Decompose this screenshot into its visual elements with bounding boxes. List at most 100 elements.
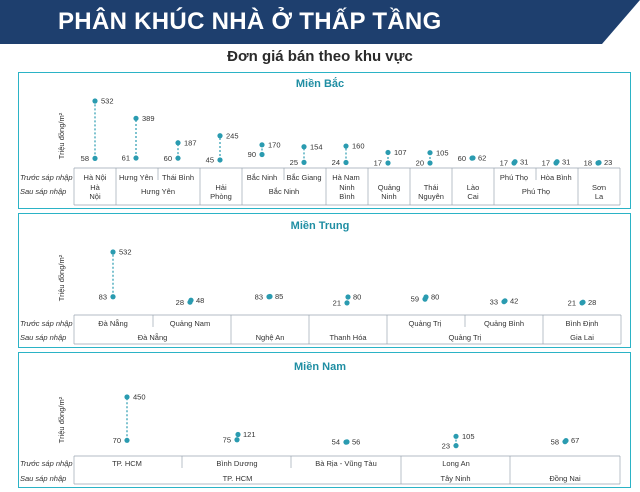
value-label-low: 28 [176, 298, 184, 307]
dot-low [133, 155, 139, 161]
region-title-mien-bac: Miền Bắc [295, 78, 345, 90]
dot-low [124, 437, 130, 443]
category-label-after: Quảng [378, 183, 401, 192]
y-axis-label: Triệu đồng/m² [57, 112, 66, 159]
value-label-low: 60 [458, 154, 466, 163]
value-label-high: 160 [352, 142, 365, 151]
dot-low [175, 155, 181, 161]
dot-high [345, 294, 351, 300]
row-label-after: Sau sáp nhập [20, 474, 66, 483]
row-label-after: Sau sáp nhập [20, 333, 66, 342]
value-label-high: 62 [478, 154, 486, 163]
value-label-low: 60 [164, 154, 172, 163]
dot-high [217, 133, 223, 139]
row-label-before: Trước sáp nhập [20, 459, 73, 468]
value-label-high: 80 [353, 293, 361, 302]
category-label-after: Hà [90, 183, 100, 192]
category-label-after: Bình [339, 192, 354, 201]
dot-high [385, 149, 391, 156]
value-label-low: 58 [551, 437, 559, 446]
dot-high [175, 140, 181, 146]
category-label-after: Hải [215, 183, 227, 192]
value-label-low: 33 [490, 297, 498, 306]
value-label-low: 25 [290, 158, 298, 167]
dot-high [427, 150, 433, 156]
category-label-before: Hà Nam [332, 173, 360, 182]
value-label-high: 56 [352, 437, 360, 446]
value-label-high: 105 [462, 432, 475, 441]
value-label-low: 58 [81, 154, 89, 163]
value-label-high: 85 [275, 292, 283, 301]
category-label-before: Hà Nội [84, 173, 107, 182]
value-label-low: 90 [248, 150, 256, 159]
category-label-after: Bắc Ninh [269, 187, 299, 196]
header-banner-corner [602, 0, 640, 44]
category-label-after: Đà Nẵng [138, 333, 168, 342]
category-label-before: Quảng Trị [409, 319, 442, 328]
panel-mien-nam [18, 352, 631, 488]
value-label-low: 23 [442, 441, 450, 450]
value-label-low: 75 [223, 435, 231, 444]
dot-low [217, 157, 223, 163]
value-label-low: 20 [416, 159, 424, 168]
category-label-after: Tây Ninh [440, 474, 470, 483]
dot-high [124, 394, 130, 400]
category-label-after: Cai [467, 192, 479, 201]
row-label-before: Trước sáp nhập [20, 173, 73, 182]
value-label-high: 105 [436, 148, 449, 157]
dot-high [235, 431, 241, 438]
dot-low [234, 437, 240, 443]
dot-low [110, 294, 116, 300]
chart-subtitle: Đơn giá bán theo khu vực [227, 48, 413, 65]
value-label-high: 532 [101, 97, 114, 106]
value-label-high: 170 [268, 140, 281, 149]
category-label-after: Gia Lai [570, 333, 594, 342]
value-label-low: 83 [255, 292, 263, 301]
dot-high [423, 294, 429, 300]
value-label-high: 48 [196, 296, 204, 305]
category-label-after: Thanh Hóa [329, 333, 367, 342]
value-label-low: 59 [411, 295, 419, 304]
category-label-before: Bà Rịa - Vũng Tàu [315, 459, 377, 468]
value-label-high: 450 [133, 393, 146, 402]
value-label-low: 54 [332, 438, 340, 447]
dot-high [596, 160, 602, 166]
row-label-before: Trước sáp nhập [20, 319, 73, 328]
category-label-before: Bình Định [566, 319, 599, 328]
category-label-after: Phú Thọ [522, 187, 550, 196]
value-label-high: 532 [119, 248, 132, 257]
dot-high [301, 144, 307, 150]
dot-low [343, 159, 349, 166]
panel-mien-bac [18, 72, 631, 209]
value-label-high: 67 [571, 436, 579, 445]
value-label-high: 107 [394, 148, 407, 157]
dot-high [259, 142, 265, 148]
value-label-low: 21 [333, 299, 341, 308]
dot-high [470, 155, 476, 161]
category-label-before: Quảng Nam [170, 319, 210, 328]
category-label-after: Hưng Yên [141, 187, 175, 196]
header-banner [0, 0, 640, 44]
dot-high [267, 293, 273, 300]
dot-high [502, 298, 508, 304]
dot-high [110, 249, 116, 255]
category-label-after: La [595, 192, 604, 201]
category-label-before: TP. HCM [112, 459, 142, 468]
row-label-after: Sau sáp nhập [20, 187, 66, 196]
value-label-high: 245 [226, 131, 239, 140]
dot-low [427, 160, 433, 166]
value-label-low: 21 [568, 299, 576, 308]
category-label-after: Nguyên [418, 192, 444, 201]
dot-high [344, 439, 350, 445]
value-label-low: 45 [206, 156, 214, 165]
dot-high [512, 159, 518, 165]
value-label-low: 70 [113, 436, 121, 445]
category-label-before: Quảng Bình [484, 319, 524, 328]
category-label-after: Nghệ An [256, 333, 285, 342]
category-label-after: TP. HCM [223, 474, 253, 483]
page-title: PHÂN KHÚC NHÀ Ở THẤP TẦNG [58, 8, 442, 35]
value-label-low: 61 [122, 154, 130, 163]
category-label-before: Long An [442, 459, 470, 468]
dot-high [133, 115, 139, 121]
